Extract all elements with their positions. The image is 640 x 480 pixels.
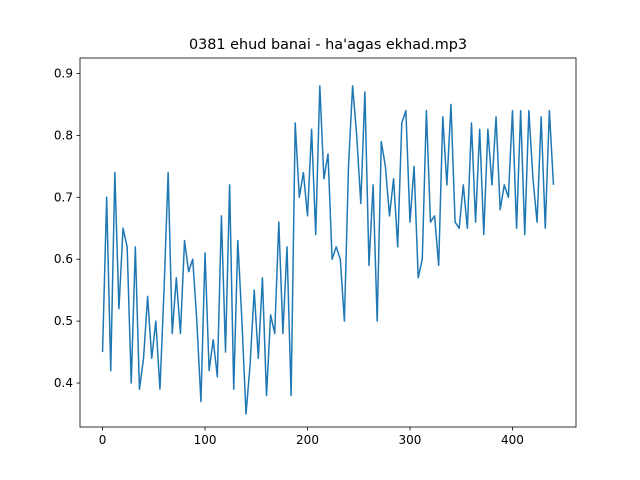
y-tick-label: 0.5 xyxy=(54,314,73,328)
x-tick-label: 200 xyxy=(296,433,319,447)
y-tick-label: 0.9 xyxy=(54,66,73,80)
y-tick-label: 0.4 xyxy=(54,376,73,390)
x-tick-label: 300 xyxy=(399,433,422,447)
x-tick-label: 100 xyxy=(194,433,217,447)
plot-frame xyxy=(79,57,577,428)
y-tick-label: 0.8 xyxy=(54,128,73,142)
data-line xyxy=(101,85,555,415)
y-tick-label: 0.6 xyxy=(54,252,73,266)
y-tick-label: 0.7 xyxy=(54,190,73,204)
x-tick-label: 0 xyxy=(99,433,107,447)
chart-title: 0381 ehud banai - ha'agas ekhad.mp3 xyxy=(189,37,467,53)
x-tick-label: 400 xyxy=(501,433,524,447)
